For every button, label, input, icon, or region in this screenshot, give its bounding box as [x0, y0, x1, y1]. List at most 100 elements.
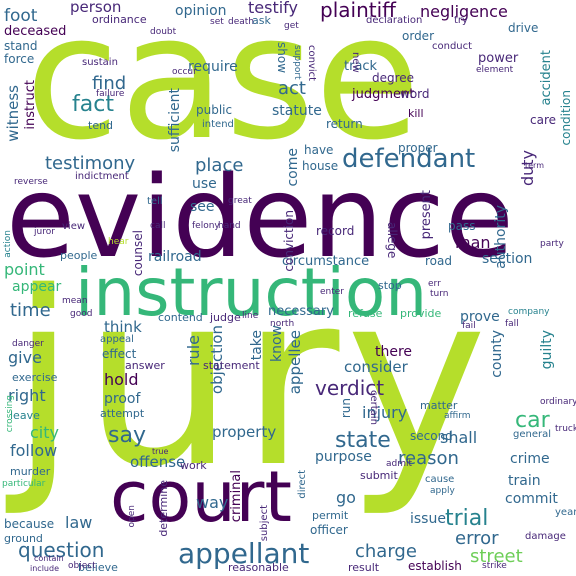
word: foot — [4, 6, 38, 26]
word: return — [326, 117, 363, 131]
word: necessary — [268, 304, 334, 319]
word: murder — [10, 465, 51, 478]
word: ordinary — [540, 397, 576, 407]
word: failure — [96, 89, 125, 99]
word: juror — [34, 227, 55, 237]
word: indictment — [75, 171, 129, 182]
word: good — [70, 309, 93, 319]
word: party — [540, 239, 564, 249]
word: circumstance — [282, 254, 370, 269]
word: second — [410, 429, 453, 443]
word: consider — [344, 358, 408, 376]
word: instruction — [75, 254, 428, 331]
word: law — [65, 513, 93, 532]
word: because — [4, 517, 55, 531]
word: order — [402, 29, 434, 43]
word: know — [269, 325, 285, 362]
word: street — [470, 546, 523, 567]
word: year — [555, 507, 576, 518]
word: train — [508, 473, 541, 489]
word: subject — [259, 505, 270, 542]
word: set — [210, 17, 224, 27]
word: fall — [505, 319, 519, 329]
word: kill — [408, 107, 424, 120]
word: stand — [4, 39, 38, 53]
word: believe — [78, 561, 118, 574]
word: authority — [493, 205, 509, 269]
word: general — [513, 429, 552, 440]
word: evidence — [6, 153, 514, 283]
word: get — [284, 21, 299, 31]
word: proof — [104, 391, 141, 407]
word: appear — [12, 279, 62, 295]
word: show — [275, 42, 289, 74]
word: section — [482, 251, 533, 267]
word: appeal — [100, 334, 134, 345]
word: allege — [385, 222, 399, 259]
word: public — [196, 103, 233, 117]
word: mean — [62, 296, 88, 306]
word: right — [8, 386, 46, 405]
word: north — [270, 319, 295, 329]
word: time — [10, 300, 51, 321]
word: commit — [505, 491, 558, 507]
word: element — [476, 65, 514, 75]
word: place — [195, 155, 244, 176]
word: err — [428, 279, 441, 289]
word: care — [530, 113, 557, 127]
word: crossing — [5, 395, 15, 433]
word: have — [304, 143, 334, 157]
word: come — [285, 148, 301, 187]
word: reason — [398, 448, 459, 469]
word: present — [419, 190, 434, 240]
word: conviction — [282, 210, 296, 272]
word: run — [339, 398, 353, 419]
word: condition — [559, 90, 573, 146]
word: injury — [362, 403, 408, 422]
word: reverse — [14, 177, 48, 187]
word: degree — [372, 71, 415, 85]
word: admit — [386, 459, 413, 469]
word: contend — [158, 311, 203, 324]
word: tell — [147, 196, 163, 207]
word: view — [62, 221, 86, 232]
word: county — [489, 330, 505, 378]
word: proper — [398, 141, 438, 155]
word: require — [188, 59, 238, 75]
word: line — [242, 311, 259, 321]
word: railroad — [148, 249, 202, 265]
word: point — [4, 260, 45, 279]
word: find — [92, 73, 127, 94]
word: officer — [310, 523, 348, 537]
word: try — [454, 15, 468, 26]
word: go — [336, 488, 356, 507]
word: jury — [10, 240, 494, 520]
word: prove — [460, 309, 500, 325]
word: state — [335, 428, 391, 453]
word: force — [4, 52, 35, 66]
word: truck — [555, 424, 576, 434]
word: term — [525, 161, 544, 170]
word: deceased — [4, 24, 67, 39]
word: defendant — [342, 144, 476, 174]
word: sustain — [82, 57, 118, 68]
word: statute — [272, 103, 322, 119]
word: new — [350, 52, 361, 73]
word: judge — [210, 311, 241, 324]
word: particular — [2, 479, 46, 489]
word: car — [515, 408, 550, 433]
word: criminal — [229, 470, 244, 523]
word: statement — [203, 359, 260, 372]
word: leave — [10, 409, 40, 422]
word: effect — [102, 347, 137, 361]
word: determine — [157, 480, 170, 537]
word: hand — [218, 221, 241, 231]
word: true — [152, 447, 169, 456]
word: take — [249, 330, 265, 361]
word: person — [70, 0, 122, 16]
word: see — [190, 199, 215, 215]
word: rule — [184, 335, 203, 367]
word: way — [196, 493, 229, 512]
word: death — [228, 17, 254, 27]
word: hold — [104, 370, 139, 389]
